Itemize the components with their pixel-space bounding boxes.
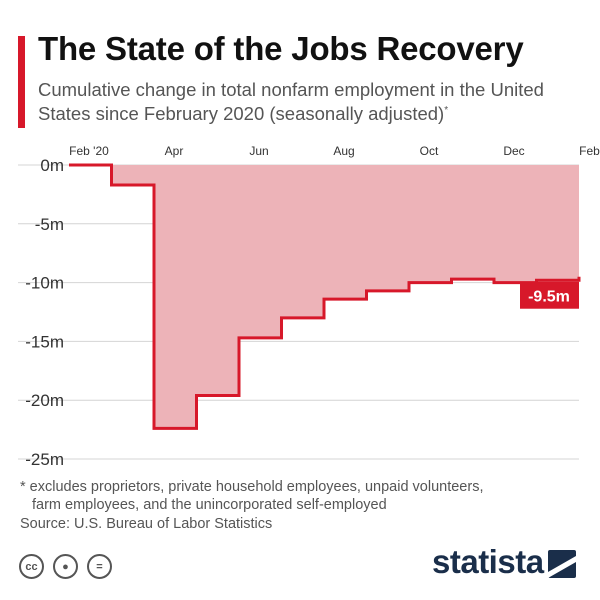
end-value-label-group: -9.5m <box>520 281 579 309</box>
end-value-label-bg <box>520 281 579 309</box>
footnote-line-2: farm employees, and the unincorporated s… <box>32 497 387 513</box>
chart-subtitle: Cumulative change in total nonfarm emplo… <box>38 78 578 126</box>
end-value-label: -9.5m <box>528 289 570 306</box>
cc-icon: cc <box>19 554 44 579</box>
chart-subtitle-text: Cumulative change in total nonfarm emplo… <box>38 79 544 124</box>
x-tick-label: Aug <box>333 144 354 158</box>
y-axis-ticks: 0m -5m -10m -15m -20m -25m <box>25 156 64 469</box>
x-tick-label: Oct <box>420 144 439 158</box>
footnote: * excludes proprietors, private househol… <box>20 478 580 514</box>
area-fill <box>69 165 579 429</box>
y-tick-label: -20m <box>25 391 64 410</box>
title-accent-bar <box>18 36 25 128</box>
chart-title: The State of the Jobs Recovery <box>38 30 524 67</box>
x-tick-label: Feb '20 <box>69 144 109 158</box>
statista-logo-icon <box>547 550 576 578</box>
x-axis-ticks: Feb '20 Apr Jun Aug Oct Dec Feb '21 <box>69 144 600 158</box>
employment-chart: 0m -5m -10m -15m -20m -25m Feb '20 Apr Jun Aug Oc… <box>18 144 600 469</box>
statista-wordmark: statista <box>432 543 544 580</box>
y-tick-label: -5m <box>35 215 64 234</box>
x-tick-label: Jun <box>249 144 268 158</box>
x-tick-label: Dec <box>503 144 524 158</box>
license-icons: cc ● = <box>19 554 112 579</box>
step-line <box>69 163 581 430</box>
x-tick-label: Apr <box>165 144 184 158</box>
statista-logo[interactable]: statista <box>432 543 576 581</box>
y-tick-label: 0m <box>40 156 64 175</box>
footnote-line-1: * excludes proprietors, private househol… <box>20 479 484 495</box>
subtitle-note-marker: * <box>444 104 449 116</box>
by-icon: ● <box>53 554 78 579</box>
y-tick-label: -25m <box>25 450 64 469</box>
x-tick-label: Feb '21 <box>579 144 600 158</box>
series-employment-change <box>69 163 581 430</box>
y-tick-label: -10m <box>25 274 64 293</box>
source-note: Source: U.S. Bureau of Labor Statistics <box>20 516 273 532</box>
nd-icon: = <box>87 554 112 579</box>
y-tick-label: -15m <box>25 332 64 351</box>
